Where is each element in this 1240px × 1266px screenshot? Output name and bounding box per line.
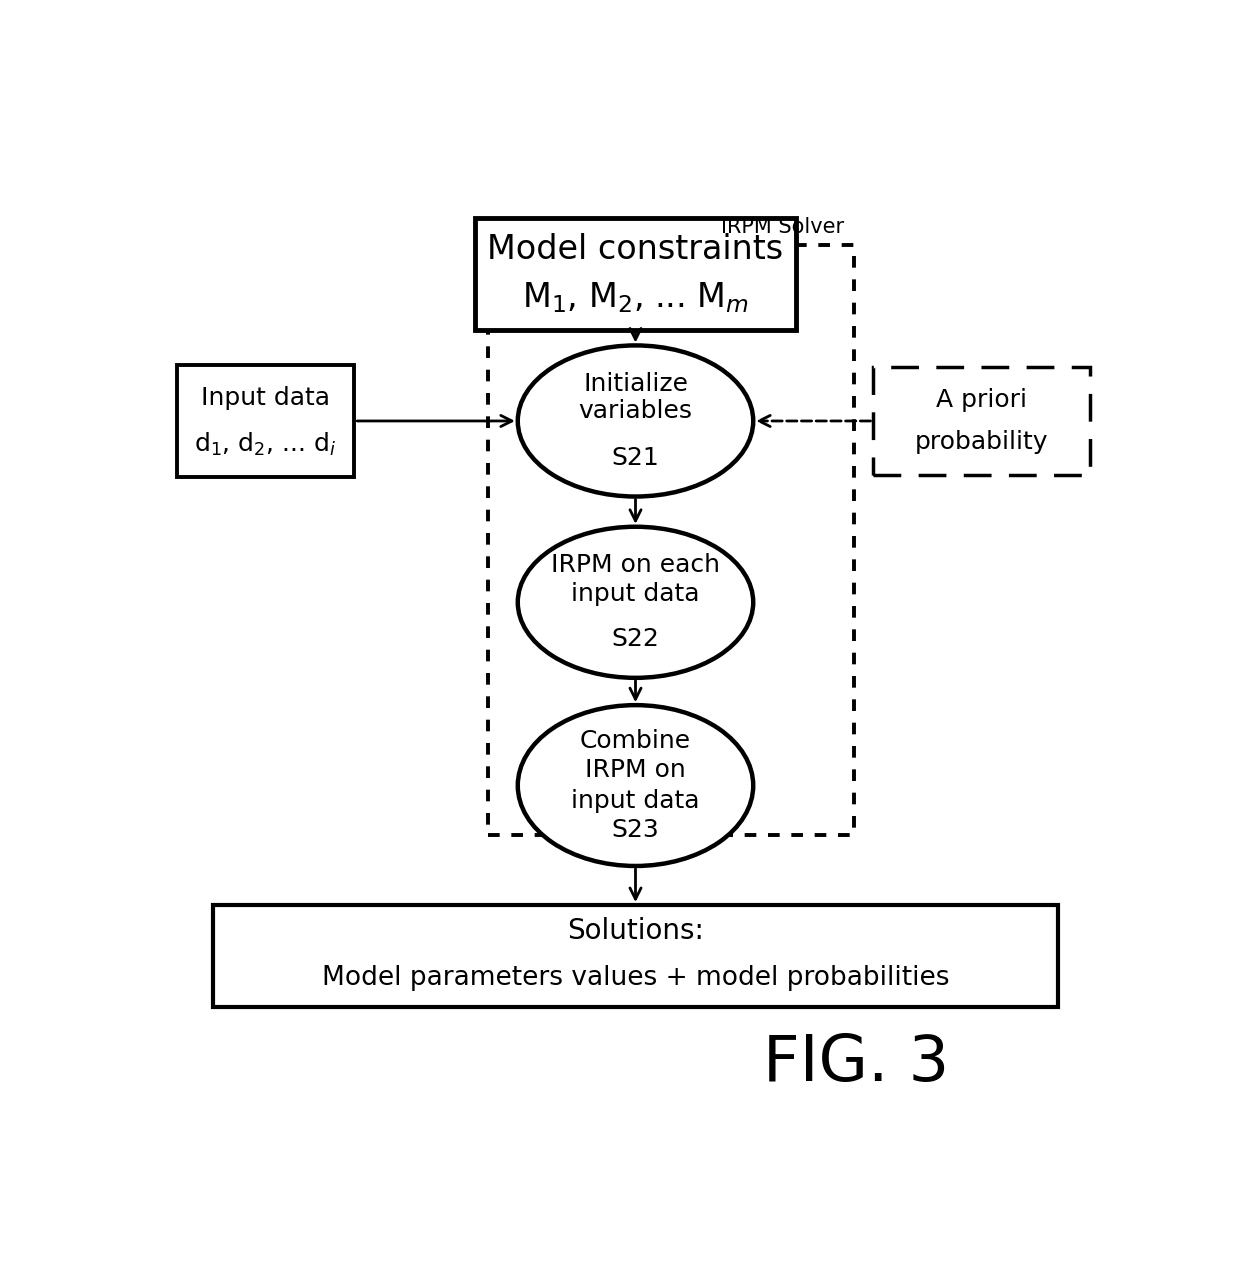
- Text: IRPM on: IRPM on: [585, 758, 686, 782]
- Text: S23: S23: [611, 818, 660, 842]
- Text: S21: S21: [611, 446, 660, 470]
- Text: Model parameters values + model probabilities: Model parameters values + model probabil…: [321, 965, 950, 990]
- Text: Initialize: Initialize: [583, 372, 688, 396]
- Text: variables: variables: [579, 399, 692, 423]
- Text: probability: probability: [915, 430, 1048, 454]
- FancyBboxPatch shape: [489, 246, 853, 834]
- Ellipse shape: [518, 705, 753, 866]
- Text: IRPM on each: IRPM on each: [551, 553, 720, 577]
- Text: Combine: Combine: [580, 729, 691, 753]
- Text: Input data: Input data: [201, 386, 330, 410]
- Text: M$_1$, M$_2$, ... M$_m$: M$_1$, M$_2$, ... M$_m$: [522, 281, 749, 315]
- Text: input data: input data: [572, 789, 699, 813]
- Text: FIG. 3: FIG. 3: [764, 1032, 950, 1094]
- Text: d$_1$, d$_2$, ... d$_i$: d$_1$, d$_2$, ... d$_i$: [195, 430, 337, 458]
- FancyBboxPatch shape: [873, 367, 1090, 475]
- Ellipse shape: [518, 527, 753, 677]
- Text: input data: input data: [572, 582, 699, 606]
- Text: Model constraints: Model constraints: [487, 233, 784, 266]
- Text: IRPM Solver: IRPM Solver: [720, 218, 844, 237]
- Text: S22: S22: [611, 628, 660, 651]
- FancyBboxPatch shape: [176, 365, 355, 477]
- FancyBboxPatch shape: [475, 218, 796, 330]
- Text: Solutions:: Solutions:: [567, 917, 704, 944]
- Ellipse shape: [518, 346, 753, 496]
- FancyBboxPatch shape: [213, 905, 1058, 1008]
- Text: A priori: A priori: [936, 387, 1027, 411]
